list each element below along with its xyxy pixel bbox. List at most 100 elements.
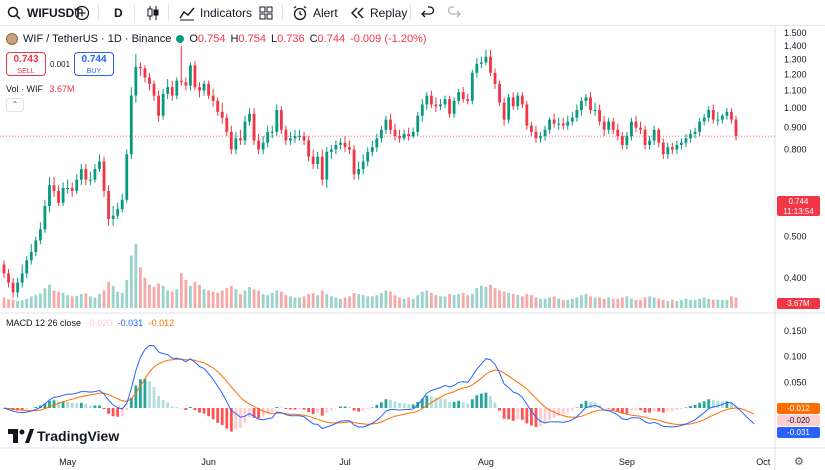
candle-body xyxy=(616,129,620,137)
candle-body xyxy=(511,97,515,107)
candle-body xyxy=(734,119,738,137)
price-chart[interactable]: 1.500 1.400 1.300 1.200 1.100 1.000 0.900 0.800… xyxy=(0,26,825,470)
volume-bar xyxy=(170,291,174,308)
macd-histogram-bar xyxy=(407,404,411,408)
rewind-icon xyxy=(351,7,364,18)
candle-body xyxy=(448,99,451,114)
price-tick-label: 1.300 xyxy=(784,55,807,65)
volume-bar xyxy=(498,290,501,308)
volume-bar xyxy=(666,301,670,308)
replay-button[interactable]: Replay xyxy=(349,0,407,25)
volume-bar xyxy=(575,297,579,308)
macd-histogram-bar xyxy=(170,406,174,408)
volume-bar xyxy=(420,291,424,308)
macd-histogram-bar xyxy=(116,408,120,417)
candle-body xyxy=(607,121,611,130)
macd-histogram-bar xyxy=(616,408,620,412)
chart-type-button[interactable] xyxy=(145,0,161,25)
buy-button[interactable]: 0.744 BUY xyxy=(74,52,114,76)
volume-bar xyxy=(384,290,388,308)
volume-bar xyxy=(302,296,306,308)
candle-body xyxy=(680,142,683,145)
volume-bar xyxy=(734,297,738,308)
undo-button[interactable] xyxy=(420,0,436,25)
candle-body xyxy=(693,131,697,134)
candle-body xyxy=(539,136,542,139)
macd-histogram-bar xyxy=(361,408,365,412)
candle-body xyxy=(84,169,88,180)
candle-body xyxy=(275,110,279,132)
candle-body xyxy=(302,136,306,141)
volume-bar xyxy=(589,296,592,308)
candle-body xyxy=(398,136,401,139)
volume-bar xyxy=(684,298,688,308)
macd-lines xyxy=(3,344,755,430)
macd-histogram-bar xyxy=(229,408,233,432)
chart-area[interactable]: 1.500 1.400 1.300 1.200 1.100 1.000 0.900 0.800… xyxy=(0,26,825,470)
macd-histogram-bar xyxy=(457,400,461,408)
volume-bar xyxy=(289,296,292,308)
candle-body xyxy=(166,87,170,94)
macd-histogram-bar xyxy=(343,406,347,408)
candle-body xyxy=(75,179,79,191)
collapse-legend-button[interactable]: ⌃ xyxy=(6,98,24,112)
macd-histogram-bar xyxy=(566,408,570,413)
volume-bar xyxy=(252,289,256,308)
volume-bar xyxy=(389,291,392,308)
candle-body xyxy=(643,129,647,145)
indicators-button[interactable]: Indicators xyxy=(179,0,252,25)
volume-bar xyxy=(93,297,97,308)
volume-bar xyxy=(184,280,188,308)
volume-bar xyxy=(370,296,374,308)
candle-body xyxy=(161,93,165,116)
candle-body xyxy=(707,110,711,118)
volume-bar xyxy=(202,289,206,308)
macd-histogram-bar xyxy=(639,408,642,411)
volume-bar xyxy=(484,287,488,308)
candle-body xyxy=(189,65,192,86)
volume-bar xyxy=(334,297,338,308)
volume-tag: 3.67M xyxy=(777,298,820,309)
macd-histogram-bar xyxy=(525,408,529,424)
volume-bars xyxy=(2,243,738,308)
macd-histogram xyxy=(2,378,738,432)
compare-button[interactable] xyxy=(74,0,90,25)
volume-bar xyxy=(293,297,297,308)
volume-bar xyxy=(179,273,183,308)
interval-button[interactable]: D xyxy=(114,0,123,25)
tradingview-logo[interactable]: TradingView xyxy=(8,428,119,444)
alert-button[interactable]: Alert xyxy=(292,0,338,25)
candle-body xyxy=(98,161,101,170)
candle-body xyxy=(293,136,297,139)
macd-histogram-bar xyxy=(680,408,683,410)
layout-button[interactable] xyxy=(258,0,274,25)
candle-body xyxy=(248,113,251,122)
candle-body xyxy=(534,131,538,139)
volume-bar xyxy=(175,289,179,308)
candle-body xyxy=(152,83,156,96)
candle-body xyxy=(138,66,142,69)
gear-icon[interactable]: ⚙ xyxy=(794,456,804,468)
candle-body xyxy=(384,119,388,130)
candle-body xyxy=(529,125,533,132)
macd-histogram-bar xyxy=(20,408,24,411)
candle-body xyxy=(143,68,147,78)
macd-histogram-bar xyxy=(202,408,206,414)
macd-histogram-bar xyxy=(329,408,333,411)
time-tick-label: Jul xyxy=(339,457,351,467)
macd-histogram-bar xyxy=(675,408,679,411)
sell-button[interactable]: 0.743 SELL xyxy=(6,52,46,76)
volume-bar xyxy=(248,287,251,308)
volume-bar xyxy=(211,291,215,308)
volume-bar xyxy=(275,290,279,308)
symbol-search[interactable]: WIFUSDT xyxy=(6,0,82,25)
volume-bar xyxy=(57,291,60,308)
candle-body xyxy=(580,100,583,111)
candle-body xyxy=(407,133,411,137)
price-tick-label: 1.200 xyxy=(784,69,807,79)
candle-body xyxy=(334,144,338,150)
macd-histogram-bar xyxy=(379,402,383,408)
redo-button[interactable] xyxy=(446,0,462,25)
volume-bar xyxy=(425,290,429,308)
macd-tick-label: 0.100 xyxy=(784,352,807,362)
